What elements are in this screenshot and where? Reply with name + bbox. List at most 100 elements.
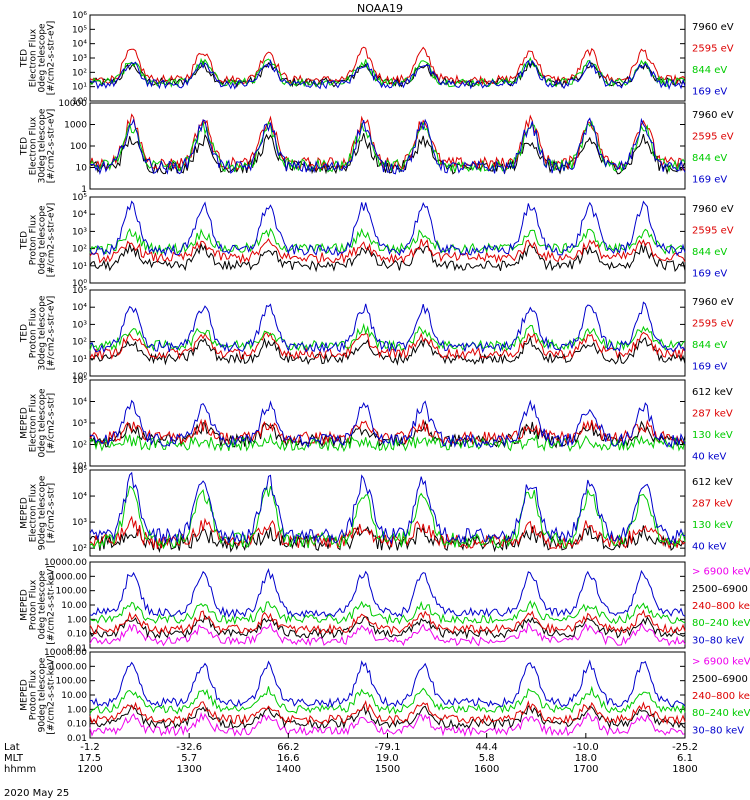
- series-line-3: [89, 609, 686, 635]
- legend-entry: 30–80 keV: [692, 725, 744, 736]
- x-mlt-label: 18.0: [575, 753, 597, 764]
- series-line-4: [89, 471, 686, 545]
- y-axis-label: Electron Flux: [29, 116, 39, 175]
- legend-entry: > 6900 keV: [692, 567, 750, 578]
- panel-8: 0.01 0.10 1.00 10.00 100.00 1000.00 10000.00 ME…: [20, 648, 750, 744]
- legend-entry: 612 keV: [692, 387, 733, 398]
- y-tick-label: 1000.00: [50, 662, 87, 672]
- y-tick-label: 10⁰: [72, 372, 87, 382]
- y-tick-label: 0.10: [67, 720, 87, 730]
- panel-frame: [89, 651, 686, 739]
- y-tick-label: 10³: [72, 518, 87, 528]
- legend-entry: 7960 eV: [692, 22, 734, 33]
- legend-entry: 2595 eV: [692, 225, 734, 236]
- y-tick-label: 1: [81, 185, 87, 195]
- panel-6: 10² 10³ 10⁴ 10⁵ MEPED Electron Flux 90deg tele…: [20, 466, 733, 557]
- y-axis-label: [#/cm2-s-str-keV]: [47, 565, 57, 644]
- x-mlt-label: 5.7: [181, 753, 197, 764]
- y-axis-label: 90deg telescope: [38, 475, 48, 550]
- x-lat-label: -32.6: [176, 742, 202, 753]
- series-line-2: [89, 46, 686, 86]
- y-tick-label: 10⁵: [72, 286, 87, 296]
- x-lat-label: -10.0: [573, 742, 599, 753]
- y-tick-label: 10²: [72, 338, 87, 348]
- x-lat-label: 44.4: [476, 742, 498, 753]
- y-axis-label: MEPED: [20, 589, 30, 621]
- y-tick-label: 0.10: [67, 630, 87, 640]
- legend-entry: 169 eV: [692, 361, 727, 372]
- legend-entry: 7960 eV: [692, 110, 734, 121]
- y-axis-label: [#/cm2-s-str-eV]: [47, 203, 57, 278]
- y-axis-label: 90deg telescope: [38, 657, 48, 732]
- legend-entry: 2500–6900: [692, 674, 748, 685]
- x-lat-label: -79.1: [375, 742, 401, 753]
- y-tick-label: 10.00: [61, 691, 87, 701]
- y-tick-label: 10.00: [61, 601, 87, 611]
- series-line-1: [89, 335, 686, 366]
- y-tick-label: 10²: [72, 544, 87, 554]
- x-lat-label: -1.2: [80, 742, 100, 753]
- legend-entry: 40 keV: [692, 451, 726, 462]
- y-axis-label: [#/cm2-s-str-eV]: [47, 296, 57, 371]
- y-axis-label: TED: [20, 49, 30, 68]
- series-line-4: [89, 301, 686, 354]
- x-hhmm-label: 1700: [573, 764, 598, 775]
- panel-1: 10⁰ 10¹ 10² 10³ 10⁴ 10⁵ 10⁶ TED Electron Flux 0de…: [20, 11, 734, 107]
- y-axis-label: 0deg telescope: [38, 205, 48, 275]
- legend-entry: > 6900 keV: [692, 657, 750, 668]
- y-axis-label: 0deg telescope: [38, 23, 48, 93]
- series-line-3: [89, 432, 686, 453]
- y-tick-label: 10²: [72, 441, 87, 451]
- series-line-3: [89, 227, 686, 256]
- legend-entry: 2500–6900: [692, 584, 748, 595]
- y-axis-label: 0deg telescope: [38, 388, 48, 458]
- date-label: 2020 May 25: [4, 788, 69, 799]
- panel-3: 10⁰ 10¹ 10² 10³ 10⁴ 10⁵ TED Proton Flux 0deg tel…: [20, 193, 734, 289]
- y-axis-label: [#/cm2-s-str-eV]: [47, 21, 57, 96]
- legend-entry: 2595 eV: [692, 318, 734, 329]
- x-hhmm-label: 1600: [474, 764, 499, 775]
- panel-4: 10⁰ 10¹ 10² 10³ 10⁴ 10⁵ TED Proton Flux 30deg te…: [20, 286, 734, 382]
- x-hhmm-label: 1200: [77, 764, 102, 775]
- series-line-3: [89, 322, 686, 353]
- panel-frame: [89, 469, 686, 557]
- legend-entry: 7960 eV: [692, 204, 734, 215]
- y-tick-label: 10⁴: [72, 398, 87, 408]
- y-tick-label: 100: [70, 142, 87, 152]
- x-mlt-label: 6.1: [677, 753, 693, 764]
- legend-entry: 169 eV: [692, 86, 727, 97]
- series-line-4: [89, 200, 686, 257]
- legend-entry: 30–80 keV: [692, 635, 744, 646]
- y-tick-label: 10³: [72, 54, 87, 64]
- y-tick-label: 10⁴: [72, 303, 87, 313]
- series-line-2: [89, 703, 686, 730]
- y-axis-label: TED: [20, 137, 30, 156]
- legend-entry: 130 keV: [692, 520, 733, 531]
- panel-7: 0.01 0.10 1.00 10.00 100.00 1000.00 10000.00 ME…: [20, 558, 750, 654]
- legend-entry: 2595 eV: [692, 43, 734, 54]
- panel-2: 1 10 100 1000 10000 TED Electron Flux 30deg tel…: [20, 99, 734, 195]
- y-tick-label: 10⁰: [72, 97, 87, 107]
- y-tick-label: 10000: [58, 99, 87, 109]
- panel-5: 10¹ 10² 10³ 10⁴ 10⁵ MEPED Electron Flux 0deg te…: [20, 376, 733, 472]
- legend-entry: 844 eV: [692, 65, 727, 76]
- y-tick-label: 10⁵: [72, 25, 87, 35]
- legend-entry: 169 eV: [692, 268, 727, 279]
- series-line-2: [89, 331, 686, 361]
- legend-entry: 169 eV: [692, 174, 727, 185]
- y-tick-label: 10²: [72, 245, 87, 255]
- y-axis-label: Proton Flux: [29, 307, 39, 358]
- series-line-5: [89, 568, 686, 619]
- series-line-4: [89, 58, 686, 90]
- y-axis-label: MEPED: [20, 407, 30, 439]
- panel-frame: [89, 561, 686, 649]
- y-axis-label: 30deg telescope: [38, 295, 48, 370]
- series-line-3: [89, 699, 686, 726]
- legend-entry: 130 keV: [692, 430, 733, 441]
- x-hhmm-label: 1500: [375, 764, 400, 775]
- series-line-5: [89, 659, 686, 709]
- y-tick-label: 10000.00: [44, 648, 87, 658]
- x-mlt-label: 5.8: [479, 753, 495, 764]
